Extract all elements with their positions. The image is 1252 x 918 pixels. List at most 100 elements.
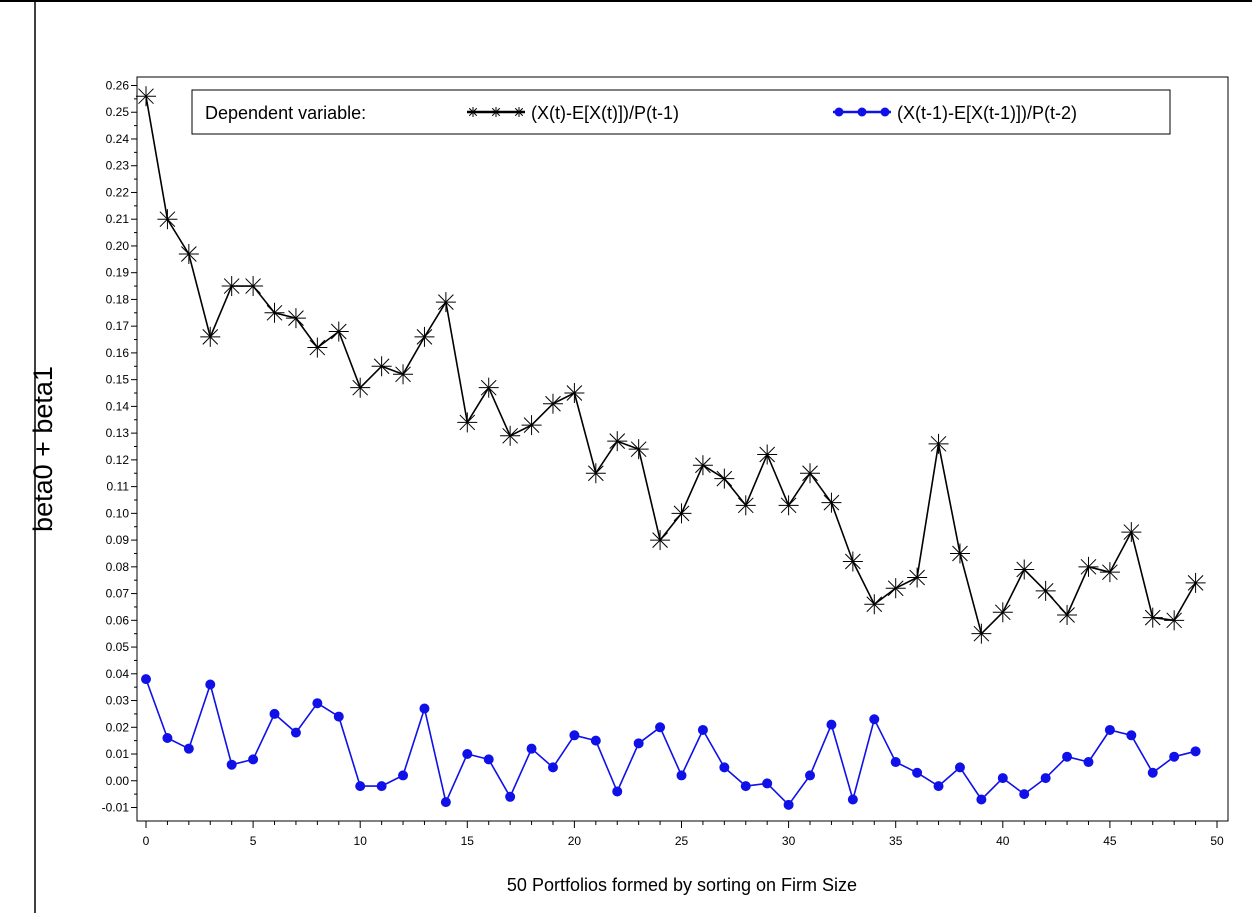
y-tick-label: 0.21: [106, 212, 130, 226]
series-1-point: [778, 495, 799, 516]
series-1-point: [757, 444, 778, 465]
y-tick-label: 0.22: [106, 185, 130, 199]
series-1-point: [350, 377, 371, 398]
series-2-point: [440, 797, 451, 808]
series-1-point: [992, 602, 1013, 623]
series-1-point: [157, 209, 178, 230]
series-2-point: [976, 794, 987, 805]
series-1-point: [800, 463, 821, 484]
series-1-point: [307, 337, 328, 358]
series-2-point: [740, 781, 751, 792]
series-1-point: [1078, 556, 1099, 577]
series-1-point: [1099, 562, 1120, 583]
series-1-point: [500, 425, 521, 446]
legend-sample-series-2: [833, 107, 891, 117]
series-1-point: [949, 543, 970, 564]
series-2-line: [145, 678, 1196, 806]
series-2-point: [912, 767, 923, 778]
series-1-point: [200, 326, 221, 347]
series-1-point: [542, 393, 563, 414]
series-2-point: [248, 754, 259, 765]
series-2-point: [226, 759, 237, 770]
series-2-point: [676, 770, 687, 781]
y-tick-label: -0.01: [102, 801, 130, 815]
series-2-point: [1062, 751, 1073, 762]
legend-sample-marker: [514, 107, 524, 117]
series-2-point: [869, 714, 880, 725]
series-2-point: [462, 749, 473, 760]
y-tick-label: 0.12: [106, 453, 130, 467]
series-1-point: [628, 439, 649, 460]
series-1-point: [1142, 607, 1163, 628]
series-2-point: [333, 711, 344, 722]
series-1-point: [907, 567, 928, 588]
series-1-point: [136, 86, 156, 107]
y-tick-label: 0.25: [106, 105, 130, 119]
x-tick-label: 10: [354, 834, 368, 848]
series-2-point: [1019, 789, 1030, 800]
y-tick-label: 0.10: [106, 506, 130, 520]
series-2-point: [162, 732, 173, 743]
series-2-point: [612, 786, 623, 797]
series-1-point: [842, 551, 863, 572]
series-1-point: [564, 383, 585, 404]
x-tick-label: 30: [782, 834, 796, 848]
series-2-point: [290, 727, 301, 738]
series-2-point: [205, 679, 216, 690]
series-1-line: [145, 96, 1197, 635]
plot-area: [136, 76, 1229, 822]
series-2-point: [1126, 730, 1137, 741]
series-2-point: [655, 722, 666, 733]
series-1-point: [671, 503, 692, 524]
x-tick-label: 20: [568, 834, 582, 848]
series-1-point: [264, 302, 285, 323]
legend-sample-marker: [880, 107, 890, 117]
y-tick-label: 0.07: [106, 587, 130, 601]
series-2: [141, 674, 1201, 810]
series-1-point: [435, 292, 456, 313]
y-tick-label: 0.08: [106, 560, 130, 574]
legend-title: Dependent variable:: [205, 103, 366, 123]
series-1-point: [971, 623, 992, 644]
series-1-point: [1014, 559, 1035, 580]
y-tick-label: 0.02: [106, 720, 130, 734]
y-tick-label: 0.05: [106, 640, 130, 654]
series-1-point: [457, 412, 478, 433]
series-2-point: [1190, 746, 1201, 757]
series-1-point: [521, 415, 542, 436]
y-tick-label: 0.01: [106, 747, 130, 761]
y-tick-label: 0.04: [106, 667, 130, 681]
y-tick-label: 0.09: [106, 533, 130, 547]
x-tick-label: 45: [1103, 834, 1117, 848]
legend-box: [191, 89, 1171, 135]
series-2-point: [312, 698, 323, 709]
series-2-point: [569, 730, 580, 741]
series-1-point: [478, 377, 499, 398]
series-2-point: [1169, 751, 1180, 762]
series-1-point: [650, 530, 671, 551]
x-axis-title: 50 Portfolios formed by sorting on Firm …: [507, 875, 857, 895]
series-2-point: [847, 794, 858, 805]
series-2-point: [805, 770, 816, 781]
series-2-point: [826, 719, 837, 730]
x-axis: 0 5 10 15 20 25 30 35 40 45 50: [143, 821, 1224, 848]
y-tick-label: 0.18: [106, 292, 130, 306]
y-tick-label: 0.00: [106, 774, 130, 788]
series-2-point: [933, 781, 944, 792]
series-1-point: [371, 356, 392, 377]
x-tick-label: 25: [675, 834, 689, 848]
series-1-point: [285, 308, 306, 329]
series-1-point: [328, 321, 349, 342]
series-2-point: [1083, 757, 1094, 768]
series-1-point: [393, 364, 414, 385]
series-1-point: [607, 431, 628, 452]
series-1-point: [414, 326, 435, 347]
x-tick-label: 5: [250, 834, 257, 848]
series-2-point: [526, 743, 537, 754]
series-1-point: [1121, 522, 1142, 543]
y-tick-label: 0.15: [106, 373, 130, 387]
series-1-point: [1057, 604, 1078, 625]
series-1: [136, 86, 1206, 644]
y-tick-label: 0.26: [106, 79, 130, 93]
y-axis-title: beta0 + beta1: [28, 366, 58, 532]
